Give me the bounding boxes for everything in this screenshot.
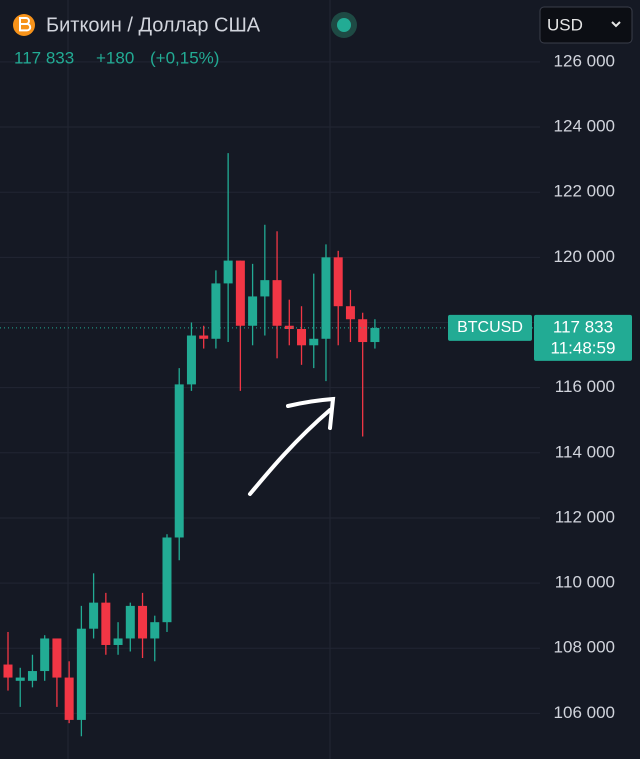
y-tick-label: 112 000 — [555, 507, 615, 526]
candle-body — [40, 638, 50, 672]
symbol-label: BTCUSD — [457, 319, 523, 336]
last-price-box — [534, 314, 632, 361]
y-tick-label: 116 000 — [555, 377, 615, 396]
candle-body — [113, 638, 123, 645]
candle-body — [76, 628, 86, 720]
candle-body — [284, 325, 294, 330]
y-tick-label: 114 000 — [555, 442, 615, 461]
candle-body — [297, 329, 307, 346]
candle-body — [174, 384, 184, 538]
candle-body — [52, 638, 62, 678]
status-dot — [337, 18, 351, 32]
candle-body — [321, 257, 331, 339]
candle-body — [333, 257, 343, 307]
candle-body — [162, 537, 172, 623]
candle-body — [199, 335, 209, 339]
price-axis: 106 000 108 000 110 000 112 000 114 000 116 0… — [448, 51, 632, 722]
y-tick-label: 110 000 — [555, 573, 615, 592]
symbol-label-box — [448, 314, 532, 341]
header-change-pct: (+0,15%) — [150, 48, 219, 67]
candle-body — [358, 319, 368, 343]
candle-body — [235, 260, 245, 326]
candle-body — [272, 280, 282, 326]
candle-body — [186, 335, 196, 385]
candles — [0, 153, 540, 737]
y-tick-label: 124 000 — [554, 117, 615, 136]
candle-body — [101, 602, 111, 645]
y-tick-label: 106 000 — [554, 703, 615, 722]
title: Биткоин / Доллар США — [46, 14, 261, 36]
candle-body — [211, 283, 221, 339]
header-change: +180 — [96, 48, 134, 67]
y-tick-label: 108 000 — [554, 638, 615, 657]
candle-body — [370, 327, 380, 343]
candle-body — [27, 671, 37, 681]
candle-body — [3, 664, 13, 678]
candle-body — [89, 602, 99, 629]
last-price-label: 117 833 — [553, 317, 613, 336]
candle-body — [248, 296, 258, 326]
candle-body — [223, 260, 233, 284]
candle-body — [345, 306, 355, 320]
candle-body — [125, 605, 135, 639]
currency-button-label[interactable]: USD — [547, 15, 583, 34]
candle-body — [15, 677, 25, 681]
candle-body — [150, 622, 160, 639]
bitcoin-icon-glyph — [19, 17, 32, 32]
countdown: 11:48:59 — [551, 338, 616, 357]
grid — [0, 61, 540, 714]
hand-drawn-arrow — [248, 396, 336, 496]
candle-body — [138, 605, 148, 639]
header-price: 117 833 — [14, 48, 74, 67]
chevron — [611, 21, 621, 28]
candle-body — [309, 338, 319, 346]
y-tick-label: 122 000 — [554, 182, 615, 201]
y-tick-label: 126 000 — [554, 51, 615, 70]
currency-button[interactable] — [539, 6, 633, 44]
y-tick-label: 120 000 — [554, 247, 615, 266]
candle-body — [64, 677, 74, 720]
candle-body — [260, 280, 270, 297]
